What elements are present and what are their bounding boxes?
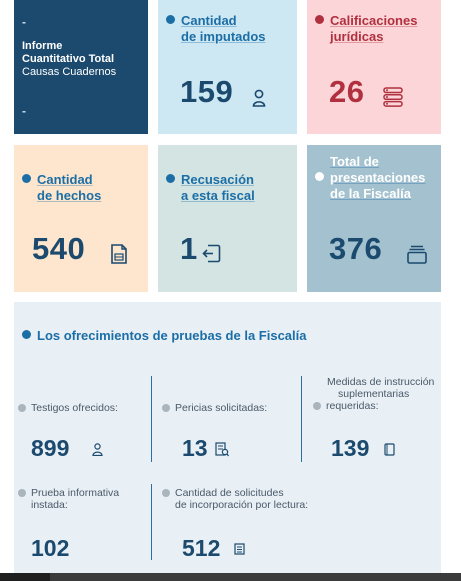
evidence-panel: Los ofrecimientos de pruebas de la Fisca…	[14, 302, 441, 573]
tile-imputados: Cantidad de imputados 159	[158, 0, 297, 134]
tile-hechos: Cantidad de hechos 540	[14, 145, 148, 292]
stat-medidas-value: 139	[331, 435, 370, 461]
stat-lectura-value: 512	[182, 535, 221, 561]
stack-icon	[407, 245, 427, 264]
tile-presentaciones-label-1: Total de	[330, 154, 379, 169]
stat-informativa-label-2: instada:	[31, 499, 68, 511]
document-icon	[111, 244, 127, 264]
report-title-line1: Informe	[22, 40, 63, 52]
stat-medidas-label-1: Medidas de instrucción	[327, 376, 435, 388]
tile-recusacion-value: 1	[180, 231, 198, 266]
tile-recusacion: Recusación a esta fiscal 1	[158, 145, 297, 292]
bullet-icon	[162, 489, 170, 497]
stat-testigos-label: Testigos ofrecidos:	[18, 402, 118, 414]
tile-hechos-value: 540	[32, 231, 86, 266]
bottom-bar	[0, 573, 461, 581]
note-icon	[384, 443, 395, 456]
tile-presentaciones-label-3: de la Fiscalía	[330, 186, 411, 201]
tile-recusacion-label-1: Recusación	[181, 172, 254, 187]
evidence-title-text: Los ofrecimientos de pruebas de la Fisca…	[37, 328, 307, 343]
divider	[151, 484, 152, 560]
tile-calificaciones-label-2: jurídicas	[330, 29, 384, 44]
tile-recusacion-title: Recusación a esta fiscal	[166, 172, 255, 204]
evidence-panel-title: Los ofrecimientos de pruebas de la Fisca…	[22, 328, 306, 343]
stat-informativa-label-1: Prueba informativa	[18, 487, 119, 499]
person-icon	[252, 89, 266, 107]
bullet-icon	[315, 172, 324, 181]
tile-imputados-value: 159	[180, 74, 234, 109]
header-dash-bottom: -	[22, 104, 26, 118]
bullet-icon	[22, 174, 31, 183]
tile-calificaciones-label-1: Calificaciones	[330, 13, 418, 28]
bullet-icon	[166, 174, 175, 183]
tile-presentaciones-value: 376	[329, 231, 383, 266]
report-subtitle: Causas Cuadernos	[22, 66, 117, 78]
book-icon	[234, 543, 245, 555]
stat-pericias-value: 13	[182, 435, 208, 461]
stat-informativa-value: 102	[31, 535, 70, 561]
tile-imputados-title: Cantidad de imputados	[166, 13, 266, 45]
tile-imputados-label-2: de imputados	[181, 29, 266, 44]
bullet-icon	[18, 489, 26, 497]
bullet-icon	[313, 402, 321, 410]
bullet-icon	[166, 15, 175, 24]
tile-imputados-label-1: Cantidad	[181, 13, 237, 28]
tile-calificaciones-value: 26	[329, 74, 365, 109]
stat-lectura-label-1: Cantidad de solicitudes	[162, 487, 284, 499]
tile-presentaciones: Total de presentaciones de la Fiscalía 3…	[307, 145, 441, 292]
bullet-icon	[315, 15, 324, 24]
bullet-icon	[22, 330, 31, 339]
tile-presentaciones-title: Total de presentaciones de la Fiscalía	[315, 154, 425, 202]
tile-presentaciones-label-2: presentaciones	[330, 170, 426, 185]
stat-medidas-label-2: suplementarias	[338, 388, 410, 400]
stat-medidas-label-3: requeridas:	[313, 400, 379, 412]
divider	[301, 376, 302, 462]
divider	[151, 376, 152, 462]
person-icon	[92, 443, 103, 456]
tile-hechos-label-2: de hechos	[37, 188, 102, 203]
stat-testigos-value: 899	[31, 435, 70, 461]
bottom-bar-left	[0, 573, 50, 581]
exit-icon	[202, 244, 221, 263]
report-title-line2: Cuantitativo Total	[22, 53, 115, 65]
tile-hechos-label-1: Cantidad	[37, 172, 93, 187]
tile-hechos-title: Cantidad de hechos	[22, 172, 101, 204]
stat-pericias-label: Pericias solicitadas:	[162, 402, 267, 414]
bullet-icon	[18, 404, 26, 412]
bullet-icon	[162, 404, 170, 412]
list-icon	[383, 87, 403, 107]
expertise-icon	[215, 442, 229, 457]
tile-calificaciones: Calificaciones jurídicas 26	[307, 0, 441, 134]
tile-calificaciones-title: Calificaciones jurídicas	[315, 13, 417, 45]
header-dash-top: -	[22, 15, 26, 29]
report-header-card: - Informe Cuantitativo Total Causas Cuad…	[14, 0, 148, 134]
tile-recusacion-label-2: a esta fiscal	[181, 188, 255, 203]
stat-lectura-label-2: de incorporación por lectura:	[175, 499, 309, 511]
